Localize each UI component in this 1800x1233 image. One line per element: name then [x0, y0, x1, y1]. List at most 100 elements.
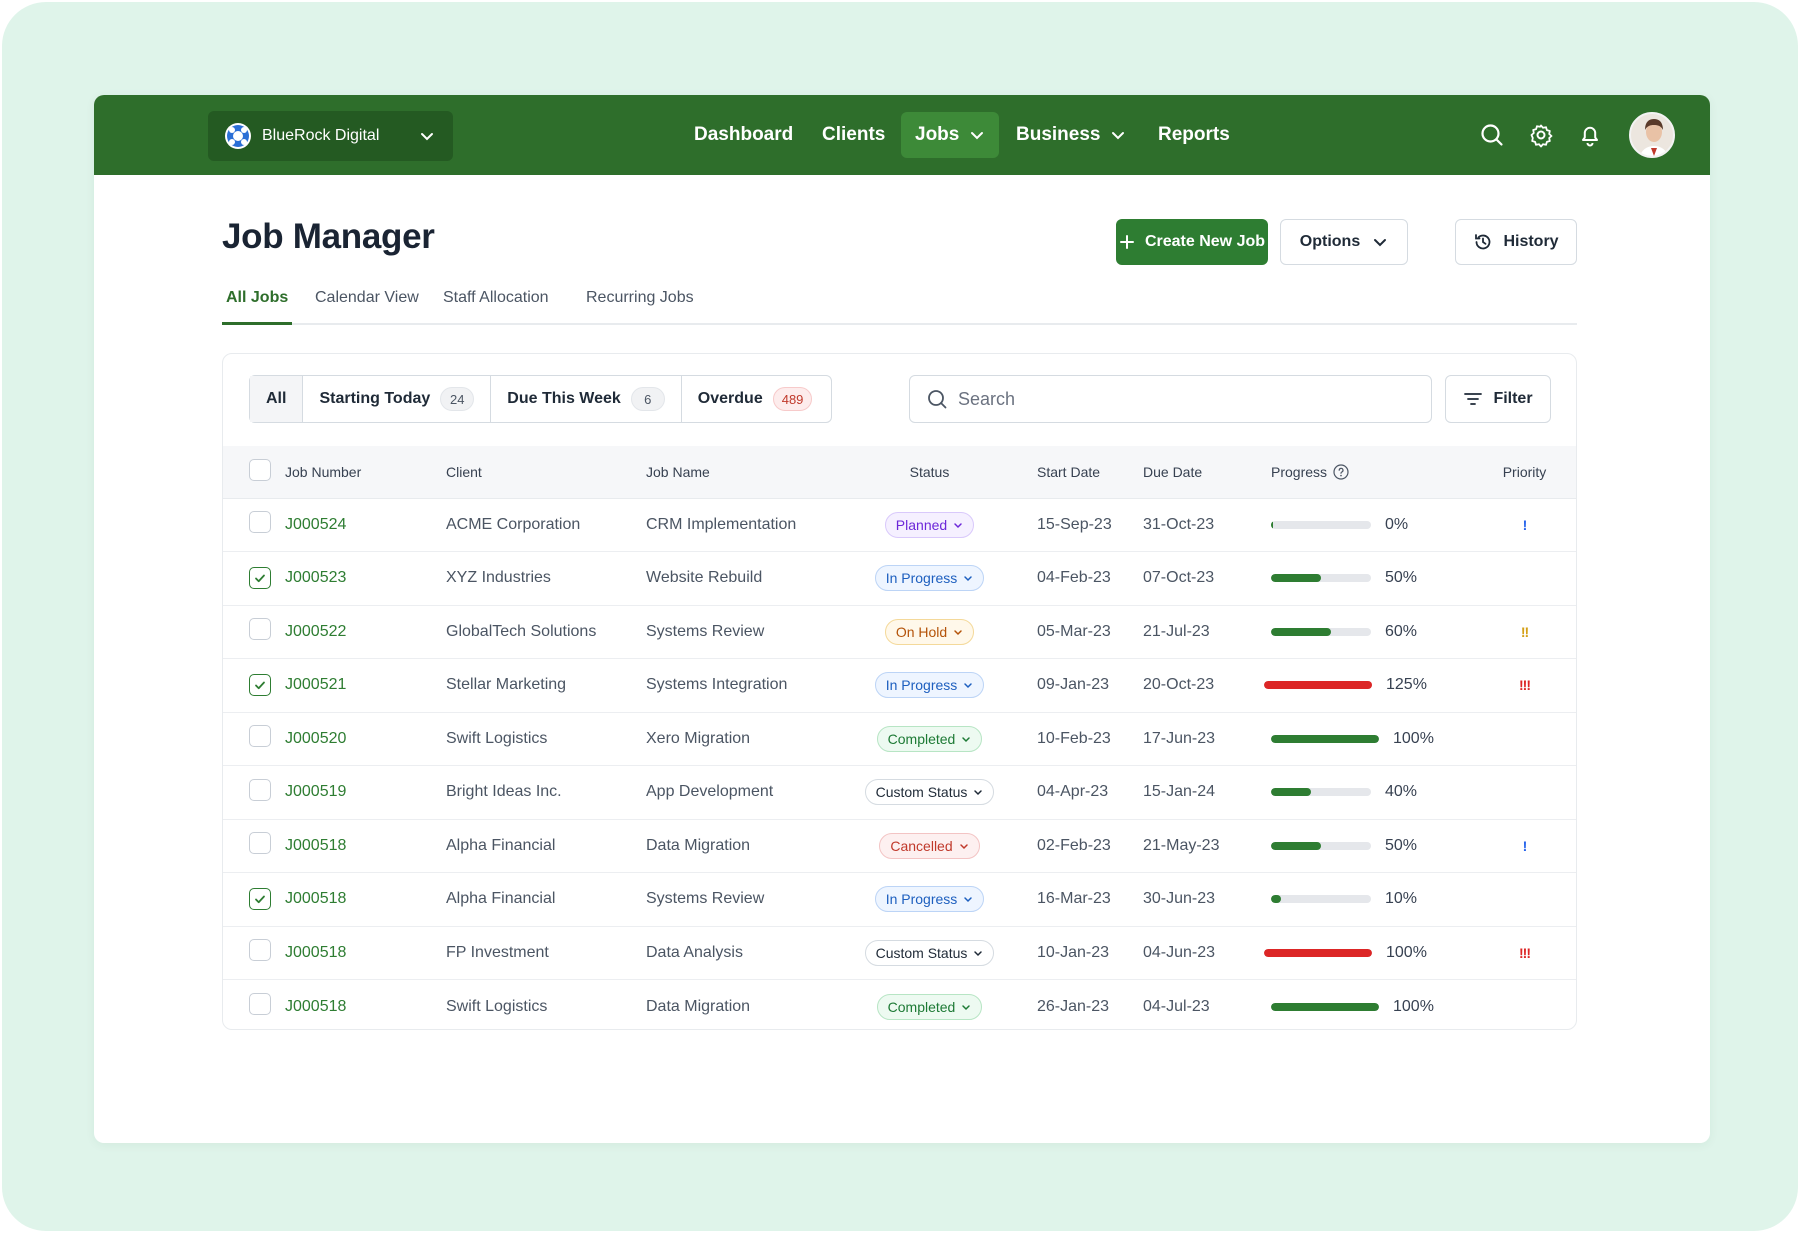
- row-checkbox[interactable]: [249, 939, 271, 962]
- job-number-link[interactable]: J000519: [285, 783, 347, 801]
- progress-bar-fill: [1264, 681, 1372, 690]
- history-button[interactable]: History: [1455, 219, 1577, 265]
- job-number-link[interactable]: J000522: [285, 622, 347, 640]
- tab-calendar-view[interactable]: Calendar View: [315, 289, 419, 306]
- column-header[interactable]: Job Number: [285, 446, 446, 499]
- client-cell: Stellar Marketing: [446, 676, 567, 694]
- job-number-link[interactable]: J000523: [285, 569, 347, 587]
- search-input[interactable]: [958, 388, 1398, 410]
- segment-starting-today-label: Starting Today: [319, 390, 431, 407]
- due-date-cell: 21-Jul-23: [1143, 622, 1210, 640]
- history-label: History: [1503, 233, 1559, 250]
- table-row[interactable]: J000518 Swift Logistics Data Migration Comp…: [223, 980, 1576, 1030]
- column-header[interactable]: Start Date: [1013, 446, 1143, 499]
- job-number-link[interactable]: J000518: [285, 997, 347, 1015]
- start-date-cell: 16-Mar-23: [1037, 890, 1111, 908]
- gear-icon[interactable]: [1527, 121, 1555, 149]
- row-checkbox[interactable]: [249, 618, 271, 641]
- table-row[interactable]: J000522 GlobalTech Solutions Systems Revie…: [223, 605, 1576, 659]
- status-dropdown[interactable]: In Progress: [874, 565, 985, 592]
- progress-percent: 100%: [1386, 943, 1427, 961]
- status-label: Custom Status: [875, 784, 968, 801]
- progress-indicator: 50%: [1271, 569, 1471, 587]
- status-dropdown[interactable]: Custom Status: [864, 779, 995, 806]
- segment-due-this-week[interactable]: Due This Week 6: [491, 376, 682, 422]
- due-date-cell: 15-Jan-24: [1143, 783, 1216, 801]
- job-number-link[interactable]: J000518: [285, 836, 347, 854]
- progress-indicator: 100%: [1271, 998, 1471, 1016]
- row-checkbox[interactable]: [249, 725, 271, 748]
- job-number-link[interactable]: J000518: [285, 943, 347, 961]
- org-logo-icon: [225, 123, 251, 149]
- chevron-down-icon: [954, 630, 962, 635]
- column-header[interactable]: Due Date: [1143, 446, 1271, 499]
- row-checkbox[interactable]: [249, 778, 271, 801]
- status-dropdown[interactable]: In Progress: [874, 886, 985, 913]
- row-checkbox[interactable]: [249, 832, 271, 855]
- progress-bar-fill: [1271, 841, 1321, 850]
- client-cell: FP Investment: [446, 943, 549, 961]
- job-number-link[interactable]: J000524: [285, 515, 347, 533]
- table-row[interactable]: J000524 ACME Corporation CRM Implementatio…: [223, 498, 1576, 552]
- table-row[interactable]: J000518 Alpha Financial Data Migration Canc…: [223, 819, 1576, 873]
- help-icon[interactable]: [1333, 464, 1349, 480]
- chevron-down-icon: [1112, 132, 1125, 140]
- create-new-job-button[interactable]: Create New Job: [1116, 219, 1268, 265]
- view-tabs: All Jobs Calendar View Staff Allocation …: [222, 283, 1577, 325]
- nav-reports[interactable]: Reports: [1158, 112, 1230, 158]
- nav-clients[interactable]: Clients: [822, 112, 885, 158]
- table-row[interactable]: J000523 XYZ Industries Website Rebuild In P…: [223, 552, 1576, 605]
- chevron-down-icon: [962, 1004, 971, 1010]
- job-number-link[interactable]: J000518: [285, 890, 347, 908]
- status-dropdown[interactable]: Custom Status: [864, 939, 995, 966]
- table-row[interactable]: J000519 Bright Ideas Inc. App Development C…: [223, 766, 1576, 819]
- bell-icon[interactable]: [1576, 121, 1604, 149]
- table-row[interactable]: J000521 Stellar Marketing Systems Integrat…: [223, 659, 1576, 712]
- progress-bar-fill: [1271, 788, 1311, 797]
- column-header[interactable]: Progress: [1271, 463, 1328, 480]
- row-checkbox[interactable]: [249, 993, 271, 1015]
- status-dropdown[interactable]: Completed: [876, 725, 983, 752]
- status-dropdown[interactable]: Completed: [876, 993, 983, 1020]
- organization-selector[interactable]: BlueRock Digital: [208, 111, 453, 161]
- nav-business[interactable]: Business: [1016, 112, 1126, 158]
- row-checkbox[interactable]: [249, 673, 271, 696]
- column-header[interactable]: Job Name: [646, 446, 846, 499]
- table-row[interactable]: J000520 Swift Logistics Xero Migration Comp…: [223, 712, 1576, 766]
- tab-staff-allocation[interactable]: Staff Allocation: [443, 289, 549, 306]
- chevron-down-icon: [964, 576, 973, 582]
- segment-all[interactable]: All: [250, 376, 304, 422]
- status-dropdown[interactable]: In Progress: [874, 672, 985, 699]
- plus-icon: [1119, 235, 1134, 249]
- select-all-checkbox[interactable]: [249, 459, 271, 482]
- avatar[interactable]: [1629, 112, 1675, 158]
- segment-overdue[interactable]: Overdue 489: [682, 376, 829, 422]
- row-checkbox[interactable]: [249, 887, 271, 910]
- table-row[interactable]: J000518 Alpha Financial Systems Review In P…: [223, 873, 1576, 926]
- search-icon[interactable]: [1478, 121, 1506, 149]
- client-cell: Swift Logistics: [446, 997, 548, 1015]
- progress-bar: [1271, 574, 1371, 583]
- column-header[interactable]: Client: [446, 446, 646, 499]
- status-dropdown[interactable]: Cancelled: [879, 832, 980, 859]
- table-row[interactable]: J000518 FP Investment Data Analysis Custom …: [223, 926, 1576, 980]
- nav-dashboard[interactable]: Dashboard: [694, 112, 793, 158]
- job-number-link[interactable]: J000521: [285, 676, 347, 694]
- options-button[interactable]: Options: [1280, 219, 1408, 265]
- tab-recurring-jobs[interactable]: Recurring Jobs: [586, 289, 694, 306]
- status-dropdown[interactable]: Planned: [884, 511, 975, 538]
- row-checkbox[interactable]: [249, 511, 271, 534]
- segment-starting-today[interactable]: Starting Today 24: [303, 376, 492, 422]
- row-checkbox[interactable]: [249, 566, 271, 589]
- due-date-cell: 17-Jun-23: [1143, 729, 1216, 747]
- nav-dashboard-label: Dashboard: [694, 124, 794, 145]
- filter-button[interactable]: Filter: [1445, 375, 1551, 423]
- column-header[interactable]: Priority: [1471, 446, 1576, 499]
- progress-percent: 60%: [1385, 622, 1418, 640]
- nav-jobs[interactable]: Jobs: [901, 112, 1000, 158]
- status-dropdown[interactable]: On Hold: [884, 618, 975, 645]
- priority-indicator: !!!: [1519, 944, 1531, 961]
- column-header[interactable]: Status: [846, 446, 1013, 499]
- tab-all-jobs[interactable]: All Jobs: [222, 283, 293, 325]
- job-number-link[interactable]: J000520: [285, 729, 347, 747]
